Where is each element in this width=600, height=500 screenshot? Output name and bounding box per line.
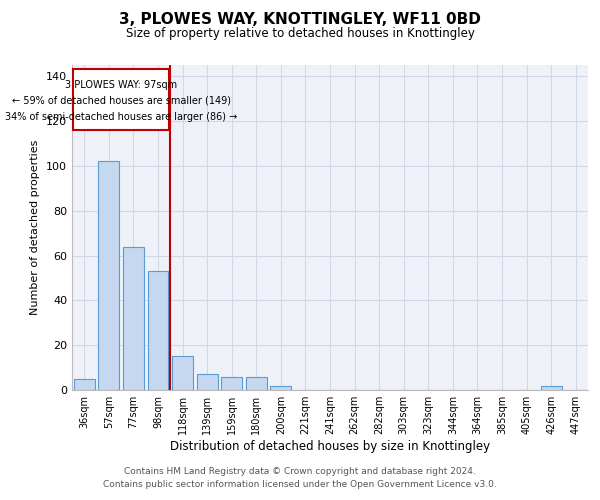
Text: ← 59% of detached houses are smaller (149): ← 59% of detached houses are smaller (14… — [11, 96, 230, 106]
Bar — [271, 386, 292, 390]
Bar — [148, 271, 169, 390]
Bar — [221, 376, 242, 390]
Bar — [172, 356, 193, 390]
Bar — [98, 162, 119, 390]
Text: Contains public sector information licensed under the Open Government Licence v3: Contains public sector information licen… — [103, 480, 497, 489]
Text: Size of property relative to detached houses in Knottingley: Size of property relative to detached ho… — [125, 28, 475, 40]
Bar — [541, 386, 562, 390]
Bar — [123, 246, 144, 390]
Text: 34% of semi-detached houses are larger (86) →: 34% of semi-detached houses are larger (… — [5, 112, 237, 122]
Text: Contains HM Land Registry data © Crown copyright and database right 2024.: Contains HM Land Registry data © Crown c… — [124, 467, 476, 476]
Bar — [246, 376, 267, 390]
Bar — [74, 379, 95, 390]
X-axis label: Distribution of detached houses by size in Knottingley: Distribution of detached houses by size … — [170, 440, 490, 453]
Text: 3, PLOWES WAY, KNOTTINGLEY, WF11 0BD: 3, PLOWES WAY, KNOTTINGLEY, WF11 0BD — [119, 12, 481, 28]
FancyBboxPatch shape — [73, 70, 169, 130]
Text: 3 PLOWES WAY: 97sqm: 3 PLOWES WAY: 97sqm — [65, 80, 177, 90]
Bar — [197, 374, 218, 390]
Y-axis label: Number of detached properties: Number of detached properties — [31, 140, 40, 315]
